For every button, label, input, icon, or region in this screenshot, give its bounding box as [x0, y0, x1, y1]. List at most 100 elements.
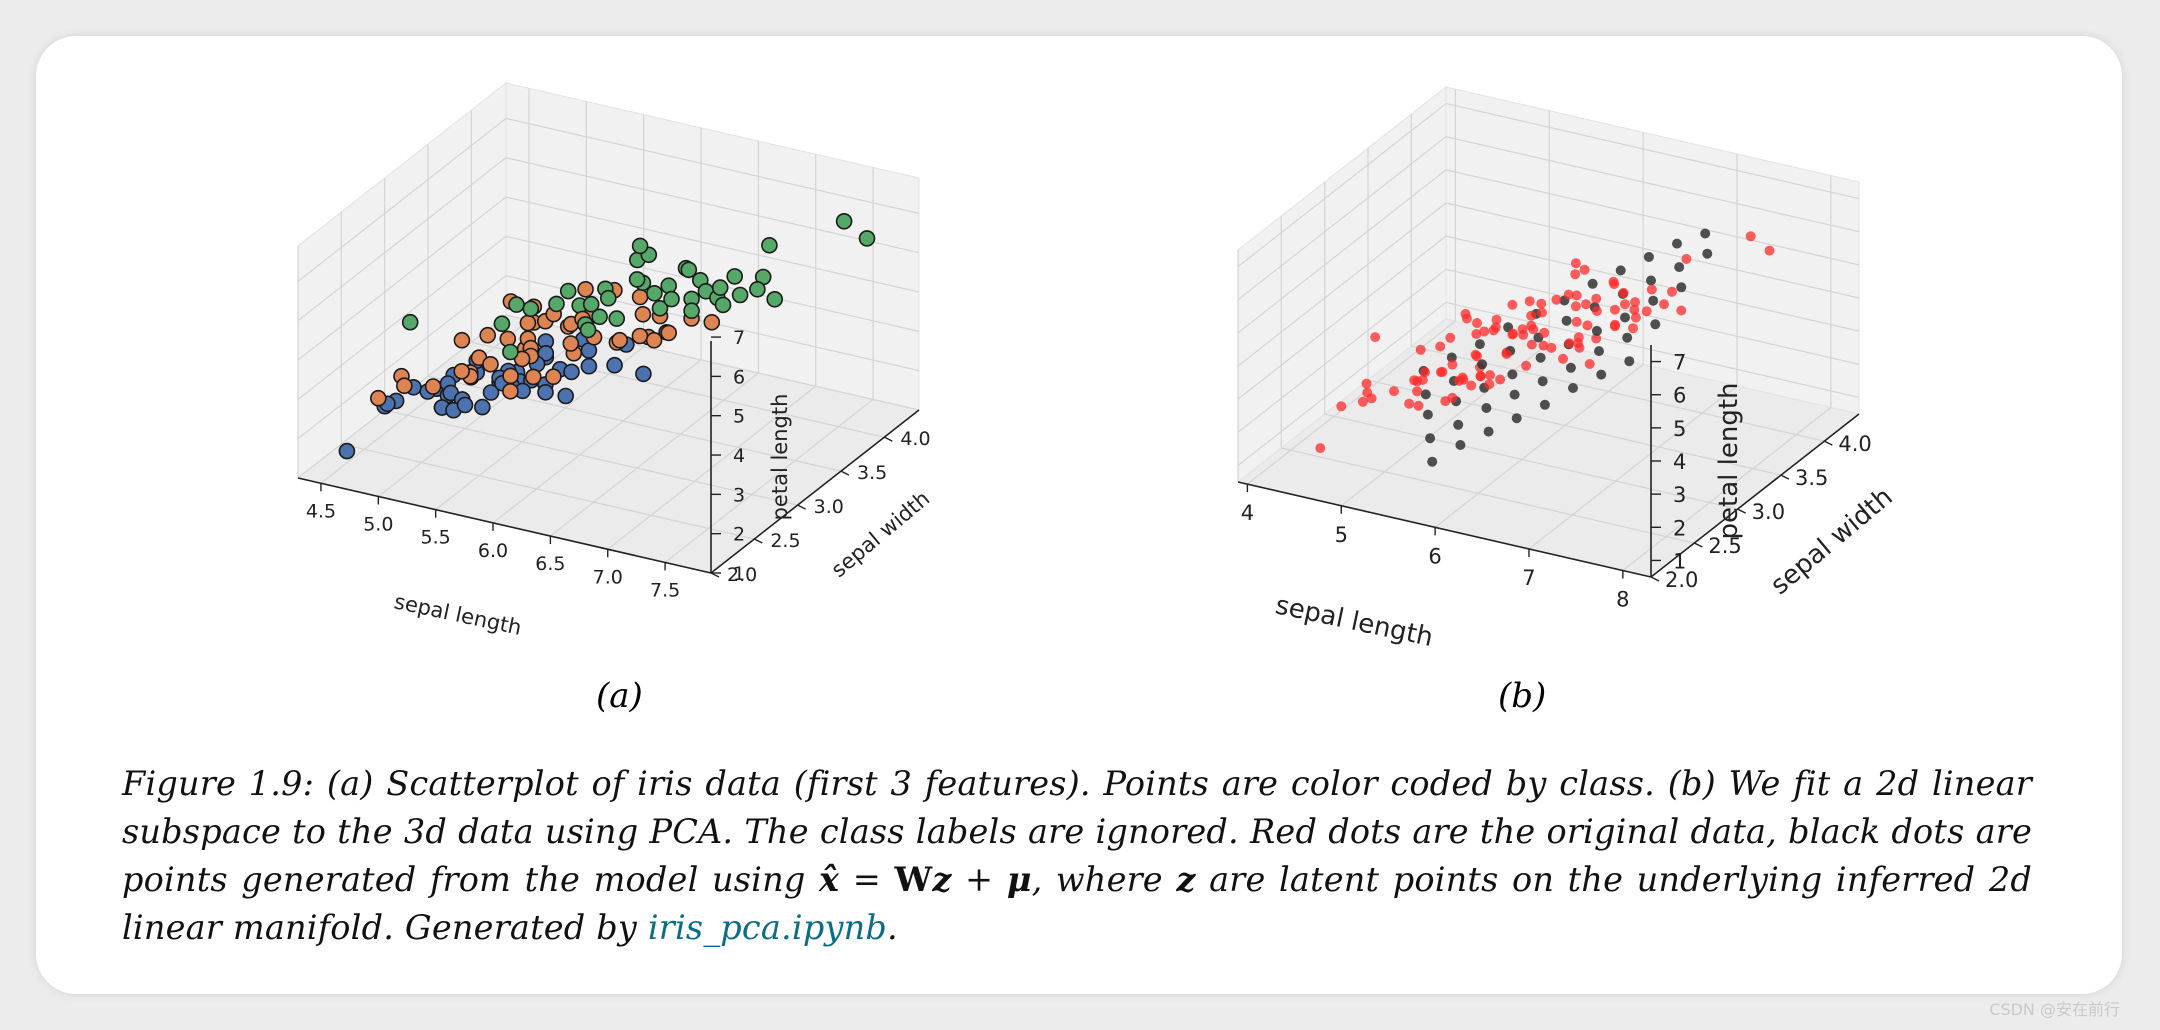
- data-point-series-1: [1702, 248, 1713, 259]
- z-tick-label: 5: [733, 406, 745, 428]
- data-point-series-1: [1539, 399, 1550, 410]
- data-point-series-2: [548, 295, 565, 313]
- data-point-series-0: [1618, 287, 1629, 298]
- data-point-series-0: [1570, 258, 1581, 269]
- data-point-series-1: [1453, 419, 1464, 430]
- data-point-series-0: [1546, 342, 1557, 353]
- gridline-z: [1445, 202, 1860, 299]
- data-point-series-1: [502, 367, 519, 385]
- gridline-z: [1445, 169, 1860, 266]
- data-point-series-0: [1630, 312, 1641, 323]
- data-point-series-1: [424, 378, 442, 395]
- gridline-z: [297, 196, 507, 361]
- data-point-series-0: [1524, 296, 1535, 307]
- gridline-z: [1237, 301, 1447, 466]
- data-point-series-0: [1538, 340, 1549, 351]
- z-axis-label: petal length: [1714, 383, 1744, 540]
- data-point-series-1: [482, 355, 499, 373]
- data-point-series-1: [1507, 369, 1518, 380]
- data-point-series-0: [456, 396, 474, 414]
- data-point-series-0: [1659, 299, 1669, 310]
- data-point-series-2: [502, 343, 519, 361]
- gridline-y: [384, 409, 798, 506]
- notebook-link[interactable]: iris_pca.ipynb: [647, 908, 888, 947]
- data-point-series-2: [726, 268, 744, 285]
- data-point-series-2: [591, 308, 608, 326]
- data-point-series-0: [1461, 313, 1472, 324]
- data-point-series-0: [1507, 299, 1518, 310]
- gridline-y: [1324, 413, 1738, 510]
- z-axis-label: petal length: [768, 394, 792, 521]
- data-point-series-0: [1362, 387, 1373, 398]
- data-point-series-0: [1315, 443, 1326, 454]
- gridline-z: [297, 235, 507, 400]
- gridline-z: [297, 275, 507, 440]
- data-point-series-1: [395, 377, 413, 395]
- gridline-z: [1445, 102, 1860, 200]
- data-point-series-1: [1474, 339, 1485, 350]
- data-point-series-0: [1526, 339, 1537, 350]
- data-point-series-0: [1490, 322, 1501, 333]
- data-point-series-2: [711, 279, 729, 296]
- subfigure-label-b: (b): [1498, 676, 1547, 716]
- data-point-series-0: [1539, 327, 1550, 338]
- data-point-series-1: [1672, 238, 1682, 249]
- z-tick-label: 5: [1673, 417, 1686, 441]
- data-point-series-0: [1518, 329, 1529, 340]
- z-tick-label: 3: [1673, 483, 1686, 507]
- caption-z: z: [1176, 860, 1196, 899]
- data-point-series-1: [1615, 265, 1626, 276]
- data-point-series-1: [1535, 352, 1546, 363]
- data-point-series-0: [1472, 318, 1482, 328]
- x-tick-label: 7: [1522, 566, 1535, 590]
- data-point-series-0: [338, 442, 356, 460]
- data-point-series-0: [1435, 341, 1446, 352]
- data-point-series-2: [663, 290, 680, 308]
- data-point-series-1: [1620, 312, 1630, 323]
- gridline-y: [1367, 379, 1782, 476]
- data-point-series-1: [1700, 228, 1711, 239]
- data-point-series-0: [1471, 329, 1482, 339]
- data-point-series-0: [1551, 294, 1562, 305]
- gridline-z: [297, 117, 507, 282]
- data-point-series-0: [1370, 332, 1381, 343]
- data-point-series-2: [582, 295, 600, 313]
- data-point-series-2: [683, 302, 700, 320]
- data-point-series-1: [1477, 359, 1488, 370]
- data-point-series-0: [1447, 392, 1458, 403]
- data-point-series-0: [1591, 306, 1602, 316]
- data-point-series-2: [835, 213, 853, 230]
- y-tick-label: 4.0: [1838, 432, 1871, 456]
- data-point-series-0: [1628, 323, 1638, 334]
- data-point-series-1: [631, 288, 649, 306]
- x-tick-label: 6.0: [478, 540, 508, 562]
- gridline-z: [1237, 169, 1447, 334]
- data-point-series-2: [680, 261, 698, 279]
- tick-mark: [1694, 542, 1703, 548]
- data-point-series-1: [524, 368, 542, 386]
- data-point-series-0: [1581, 299, 1591, 310]
- data-point-series-2: [714, 296, 732, 314]
- gridline-z: [505, 157, 920, 254]
- data-point-series-1: [1481, 403, 1492, 413]
- gridline-z: [1237, 103, 1447, 268]
- scatter-plot-3d-a: 4.5 5.0 5.5 6.0 6.5 7.0 7.5 2.0 2.5 3.0 3.5 4.0 1 2 3 4…: [296, 81, 934, 640]
- data-point-series-2: [522, 300, 540, 318]
- data-point-series-0: [1528, 324, 1539, 335]
- data-point-series-0: [635, 365, 652, 383]
- data-point-series-1: [1676, 282, 1687, 293]
- data-point-series-0: [1508, 328, 1519, 339]
- data-point-series-1: [1646, 275, 1656, 286]
- data-point-series-0: [1570, 269, 1581, 280]
- data-point-series-2: [858, 230, 876, 247]
- y-tick-label: 3.5: [857, 462, 887, 484]
- data-point-series-0: [1472, 351, 1482, 362]
- data-point-series-0: [1591, 293, 1602, 304]
- z-tick-label: 2: [1673, 516, 1686, 540]
- x-tick-label: 5.5: [421, 527, 451, 549]
- data-point-series-0: [563, 363, 580, 381]
- x-tick-label: 4.5: [306, 500, 336, 522]
- data-point-series-1: [1425, 433, 1436, 444]
- gridline-z: [505, 235, 920, 332]
- data-point-series-0: [1466, 380, 1477, 391]
